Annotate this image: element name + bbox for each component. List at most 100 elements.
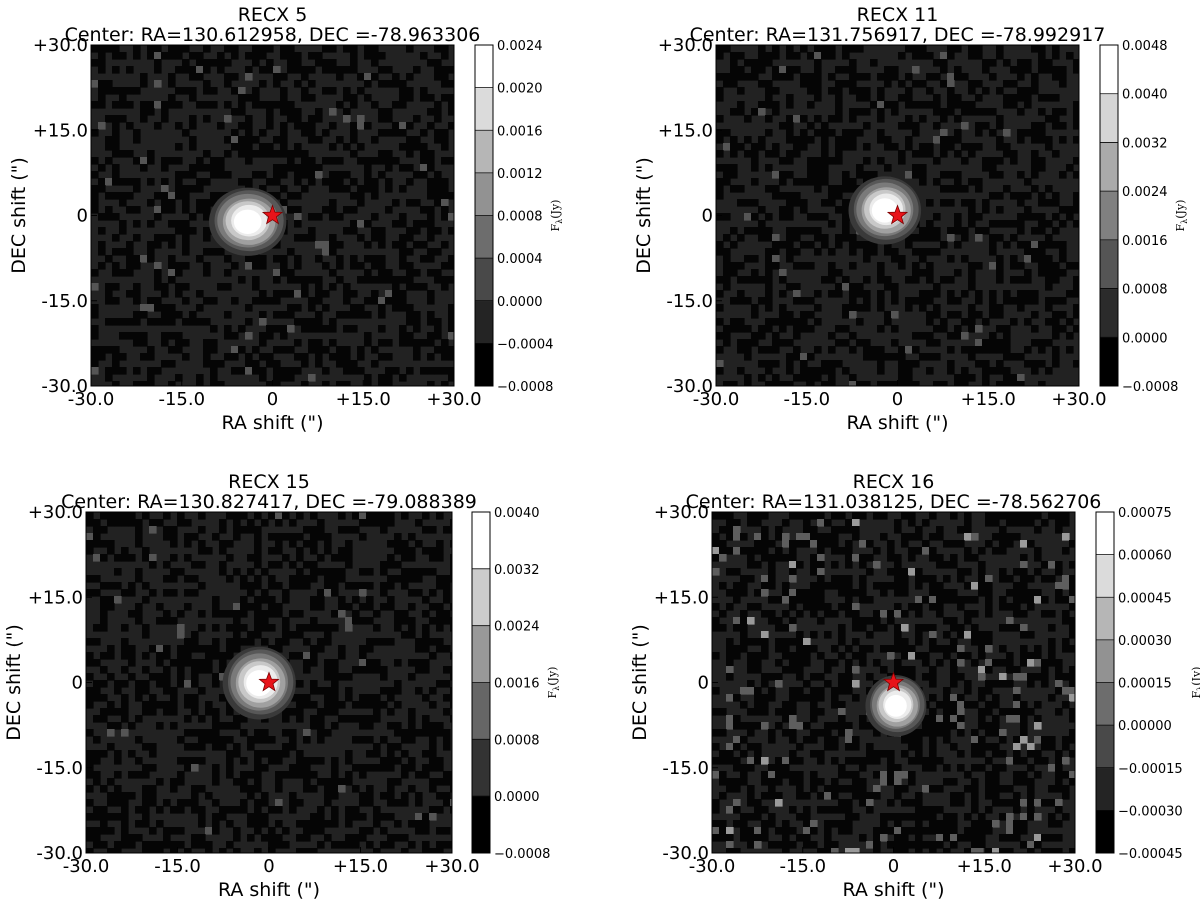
x-tick-label: 0 — [267, 389, 278, 410]
colorbar-band — [1100, 288, 1118, 338]
colorbar-tick-label: 0.0008 — [497, 210, 543, 225]
colorbar-band — [475, 215, 493, 259]
panel-subtitle: Center: RA=130.612958, DEC =-78.963306 — [65, 24, 481, 46]
panel-title: RECX 15 — [228, 471, 310, 493]
x-tick-label: 0 — [888, 856, 899, 877]
y-axis-label: DEC shift (") — [629, 624, 651, 741]
colorbar-tick-label: 0.0016 — [494, 677, 540, 692]
colorbar-band — [1096, 554, 1114, 598]
y-axis-label: DEC shift (") — [8, 157, 30, 274]
colorbar-band — [472, 512, 490, 570]
x-tick-label: +15.0 — [333, 856, 388, 877]
x-tick-label: -30.0 — [63, 856, 110, 877]
colorbar-label: Fλ(Jy) — [546, 667, 561, 699]
colorbar-tick-label: 0.00000 — [1118, 719, 1172, 734]
colorbar-tick-label: 0.0040 — [494, 506, 540, 521]
panel-title: RECX 16 — [853, 471, 935, 493]
star-marker — [882, 671, 905, 692]
y-tick-label: -15.0 — [41, 291, 88, 312]
x-axis-label: RA shift (") — [218, 879, 320, 900]
x-tick-label: +30.0 — [1051, 389, 1106, 410]
y-axis-label: DEC shift (") — [3, 624, 25, 741]
panel-subtitle: Center: RA=130.827417, DEC =-79.088389 — [61, 491, 477, 513]
x-axis-label: RA shift (") — [846, 412, 948, 434]
colorbar-band — [472, 568, 490, 627]
panel-title: RECX 5 — [238, 4, 308, 26]
colorbar-tick-label: 0.0008 — [494, 733, 540, 748]
source-contour-level — [246, 670, 273, 697]
x-tick-label: -30.0 — [68, 389, 115, 410]
panel-3: -30.0-30.0 -15.0 -15.0 0 0 +15.0 +15.0 +30.0 +30… — [3, 471, 561, 900]
colorbar-band — [475, 45, 493, 89]
colorbar-tick-label: −0.0008 — [1122, 380, 1178, 395]
colorbar: −0.00045 −0.00030 −0.00015 0.00000 0.00015 0.… — [1095, 506, 1200, 862]
colorbar-tick-label: −0.00015 — [1118, 762, 1183, 777]
colorbar-tick-label: −0.0008 — [494, 847, 550, 862]
colorbar-tick-label: 0.0024 — [494, 620, 540, 635]
x-tick-label: +30.0 — [424, 856, 479, 877]
colorbar-tick-label: −0.00045 — [1118, 847, 1183, 862]
colorbar-tick-label: 0.0016 — [1122, 234, 1168, 249]
colorbar-tick-label: 0.00015 — [1118, 677, 1172, 692]
colorbar-band — [472, 625, 490, 683]
colorbar-band — [1096, 597, 1114, 641]
colorbar-tick-label: 0.0024 — [497, 39, 543, 54]
x-tick-label: +30.0 — [426, 389, 481, 410]
colorbar-tick-label: 0.0004 — [497, 252, 543, 267]
colorbar-tick-label: −0.0008 — [497, 380, 553, 395]
x-tick-label: +15.0 — [336, 389, 391, 410]
colorbar-band — [475, 172, 493, 216]
colorbar-band — [472, 739, 490, 797]
colorbar-band — [475, 87, 493, 131]
star-marker — [886, 204, 909, 225]
colorbar: −0.0008 0.0000 0.0008 0.0016 0.0024 0.0032 0.0… — [1099, 39, 1189, 395]
y-tick-label: +30.0 — [654, 502, 709, 523]
y-tick-label: -30.0 — [662, 843, 709, 864]
star-marker — [261, 204, 284, 225]
colorbar-band — [472, 682, 490, 740]
x-tick-label: -15.0 — [154, 856, 201, 877]
colorbar-band — [475, 130, 493, 174]
colorbar-tick-label: 0.0000 — [494, 790, 540, 805]
colorbar-band — [475, 343, 493, 387]
y-tick-label: 0 — [77, 206, 88, 227]
colorbar-band — [1100, 142, 1118, 192]
y-tick-label: 0 — [698, 673, 709, 694]
colorbar-band — [1096, 639, 1114, 683]
x-tick-label: +15.0 — [961, 389, 1016, 410]
colorbar-tick-label: −0.00030 — [1118, 804, 1183, 819]
colorbar-band — [475, 300, 493, 344]
y-tick-label: +15.0 — [28, 587, 83, 608]
star-marker — [258, 671, 280, 692]
colorbar-band — [1100, 239, 1118, 290]
panel-1: -30.0-30.0 -15.0 -15.0 0 0 +15.0 +15.0 +30.0 +30… — [8, 4, 564, 434]
colorbar-band — [1096, 725, 1114, 769]
heatmap-image — [91, 45, 454, 386]
y-tick-label: +15.0 — [654, 587, 709, 608]
y-tick-label: -30.0 — [666, 376, 713, 397]
colorbar-tick-label: 0.00060 — [1118, 549, 1172, 564]
colorbar-tick-label: 0.0008 — [1122, 283, 1168, 298]
colorbar-tick-label: −0.0004 — [497, 337, 553, 352]
x-tick-label: -15.0 — [779, 856, 826, 877]
colorbar: −0.0008 0.0000 0.0008 0.0016 0.0024 0.0032 0.0… — [471, 506, 561, 862]
panel-2: -30.0-30.0 -15.0 -15.0 0 0 +15.0 +15.0 +30.0 +30… — [633, 4, 1189, 434]
colorbar-band — [475, 258, 493, 302]
x-tick-label: -30.0 — [689, 856, 736, 877]
x-tick-label: -15.0 — [158, 389, 205, 410]
colorbar-band — [1100, 337, 1118, 387]
y-tick-label: 0 — [72, 673, 83, 694]
y-tick-label: -15.0 — [36, 758, 83, 779]
x-tick-label: -15.0 — [783, 389, 830, 410]
colorbar-tick-label: 0.0000 — [1122, 331, 1168, 346]
colorbar-label: Fλ(Jy) — [549, 200, 564, 232]
x-tick-label: +30.0 — [1047, 856, 1102, 877]
x-tick-label: +15.0 — [957, 856, 1012, 877]
y-axis-label: DEC shift (") — [633, 157, 655, 274]
colorbar: −0.0008 −0.0004 0.0000 0.0004 0.0008 0.0012 0.… — [474, 39, 564, 395]
y-tick-label: +15.0 — [33, 120, 88, 141]
colorbar-label: Fλ(Jy) — [1174, 200, 1189, 232]
x-tick-label: 0 — [892, 389, 903, 410]
colorbar-tick-label: 0.0032 — [1122, 136, 1168, 151]
